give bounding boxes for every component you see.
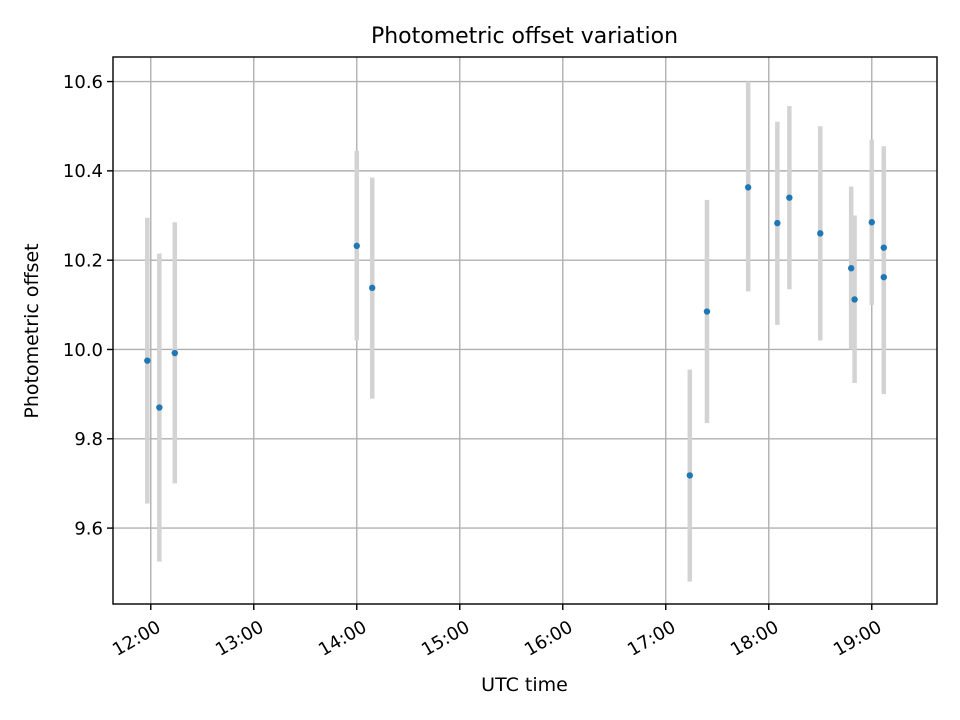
data-point <box>847 265 855 272</box>
plot-frame <box>112 56 938 605</box>
data-point <box>880 273 887 281</box>
x-tick-label: 16:00 <box>521 617 576 661</box>
x-tick-label: 15:00 <box>418 617 473 661</box>
y-tick-label: 9.8 <box>74 429 103 450</box>
y-axis-ticks: 9.6 9.8 10.0 10.2 10.4 10.6 <box>63 72 113 539</box>
y-tick-label: 10.0 <box>63 340 103 361</box>
data-point <box>156 404 163 411</box>
y-tick-label: 10.4 <box>63 161 103 182</box>
data-point <box>868 219 875 226</box>
data-point <box>774 219 781 227</box>
y-tick-label: 10.6 <box>63 72 103 93</box>
x-axis-ticks: 12:00 13:00 14:00 15:00 16:00 17:00 18:00 19:00 <box>109 604 885 661</box>
x-tick-label: 14:00 <box>315 617 370 661</box>
data-point <box>851 296 858 303</box>
data-point <box>880 244 887 251</box>
data-point <box>786 194 793 201</box>
x-tick-label: 17:00 <box>624 617 679 661</box>
data-point <box>703 308 711 315</box>
x-tick-label: 18:00 <box>727 617 782 661</box>
chart-title: Photometric offset variation <box>371 24 678 49</box>
x-axis-label: UTC time <box>481 674 568 696</box>
data-point <box>369 284 376 292</box>
error-bars <box>145 81 887 582</box>
y-axis-label: Photometric offset <box>21 243 43 418</box>
data-point <box>353 242 360 250</box>
grid <box>113 57 937 604</box>
data-point <box>144 357 151 364</box>
data-points <box>144 184 887 479</box>
data-point <box>817 230 824 237</box>
data-point <box>686 472 693 479</box>
x-tick-label: 13:00 <box>212 617 267 661</box>
data-point <box>171 349 178 357</box>
x-tick-label: 12:00 <box>109 617 164 661</box>
y-tick-label: 10.2 <box>63 250 103 271</box>
data-point <box>744 184 752 191</box>
x-tick-label: 19:00 <box>830 617 885 661</box>
y-tick-label: 9.6 <box>74 518 103 539</box>
